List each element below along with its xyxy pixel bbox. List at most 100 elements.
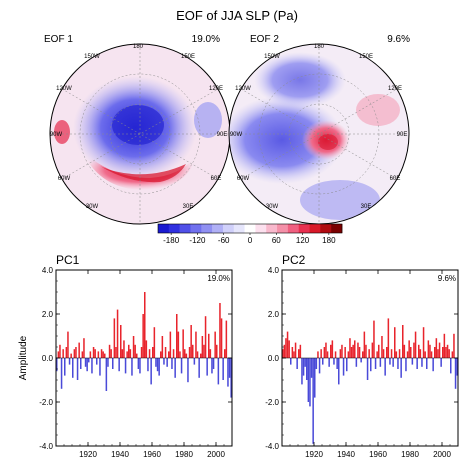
pc1-bar <box>177 331 180 358</box>
colorbar-swatch <box>158 224 170 233</box>
pc2-bar <box>378 344 380 358</box>
pc2-bar <box>382 349 385 358</box>
pc2-bar <box>346 358 348 372</box>
pc2-bar <box>381 336 383 358</box>
pc2-bar <box>440 358 442 367</box>
eof2-lon-120e: 120E <box>388 86 402 92</box>
pc1-bar <box>168 351 170 358</box>
colorbar-swatch <box>212 224 224 233</box>
eof1-lon-labels: 180 150W 150E 120W 120E 90W 90E 60W 60E … <box>50 44 228 210</box>
pc1-bar <box>116 309 119 358</box>
pc2-bar <box>376 351 378 358</box>
colorbar: -180 -120 -60 0 60 120 180 <box>157 223 343 245</box>
pc1-bar <box>115 347 117 358</box>
pc2-bar <box>285 338 287 358</box>
pc2-bar <box>424 351 426 358</box>
pc1-bar <box>198 358 200 378</box>
pc2-bar <box>296 358 298 369</box>
colorbar-swatch <box>244 224 256 233</box>
pc2-bar <box>418 344 420 358</box>
pc2-bar <box>302 358 305 376</box>
pc2-ytick-label: 0.0 <box>268 354 280 363</box>
pc1-bar <box>65 347 68 358</box>
pc1-bar <box>142 314 144 358</box>
pc2-bar <box>395 351 398 358</box>
pc1-bar <box>97 351 100 358</box>
eof1-lon-60e: 60E <box>211 176 222 182</box>
pc2-bar <box>347 351 350 358</box>
eof2-negative-south <box>300 180 380 220</box>
pc2-bar <box>322 358 324 365</box>
pc2-bar <box>454 358 457 389</box>
pc1-bar <box>224 349 226 358</box>
pc1-bar <box>110 349 112 358</box>
pc1-bar <box>137 358 140 369</box>
pc2-bar <box>421 358 423 367</box>
pc2-bar <box>339 349 342 358</box>
pc2-variance-label: 9.6% <box>438 274 456 283</box>
pc1-title: PC1 <box>56 253 80 267</box>
eof1-lon-120w: 120W <box>56 86 72 92</box>
pc1-bar <box>124 358 127 374</box>
pc2-bar <box>298 349 300 358</box>
pc1-xtick-label: 2000 <box>207 450 225 459</box>
colorbar-tick-label: 0 <box>248 236 253 245</box>
eof1-label: EOF 1 <box>44 34 73 45</box>
pc1-bar <box>155 358 157 367</box>
pc1-bar <box>216 344 218 358</box>
colorbar-swatch <box>168 224 180 233</box>
pc2-bar <box>291 347 294 358</box>
pc1-bar <box>204 316 207 358</box>
pc1-bar <box>120 325 122 358</box>
pc2-bar <box>304 358 306 367</box>
pc1-bar <box>136 353 138 358</box>
pc2-bar <box>373 320 375 358</box>
pc1-xtick-label: 1940 <box>111 450 129 459</box>
pc1-bar <box>227 358 229 387</box>
pc1-bar <box>147 358 149 372</box>
eof2-map: EOF 2 9.6% 180 150W 150E 120W 120E 90W 9… <box>228 34 410 225</box>
pc1-bar <box>169 331 172 358</box>
pc1-bar <box>102 351 104 358</box>
pc1-bar <box>73 349 76 358</box>
pc1-bar <box>200 353 202 358</box>
pc1-bar <box>76 358 79 380</box>
pc2-bar <box>408 340 410 358</box>
pc2-bar <box>411 358 414 365</box>
pc2-bar <box>448 349 450 358</box>
colorbar-swatch <box>266 224 278 233</box>
pc2-xtick-label: 1920 <box>305 450 323 459</box>
pc2-bar <box>317 351 319 358</box>
pc1-bar <box>83 338 85 358</box>
eof1-positive-west <box>54 120 70 144</box>
pc1-bar <box>148 349 151 358</box>
pc2-bar <box>360 358 362 363</box>
pc2-bar <box>323 347 326 358</box>
pc1-bar <box>222 358 224 380</box>
eof1-negative-east <box>194 102 222 138</box>
pc1-bar <box>86 358 88 372</box>
pc2-bar <box>427 340 430 358</box>
colorbar-swatch <box>287 224 300 233</box>
figure-title: EOF of JJA SLP (Pa) <box>176 8 298 23</box>
pc1-bar <box>131 358 133 376</box>
pc2-bar <box>426 358 428 369</box>
pc2-bar <box>315 358 318 369</box>
pc1-bar <box>140 347 143 358</box>
pc2-bar <box>410 347 412 358</box>
pc2-title: PC2 <box>282 253 306 267</box>
pc1-bar <box>62 349 64 358</box>
pc2-bar <box>394 327 396 358</box>
pc2-bar <box>354 340 356 358</box>
eof2-lon-60e: 60E <box>390 176 401 182</box>
pc2-bar <box>384 358 386 376</box>
eof2-label: EOF 2 <box>250 34 279 45</box>
pc1-bar <box>56 358 58 372</box>
pc1-bar <box>153 327 156 358</box>
pc2-bar <box>379 358 382 367</box>
pc2-bar <box>357 342 359 358</box>
pc1-bar <box>72 358 74 378</box>
pc2-bar <box>320 349 322 358</box>
eof2-positive-east <box>356 94 400 126</box>
